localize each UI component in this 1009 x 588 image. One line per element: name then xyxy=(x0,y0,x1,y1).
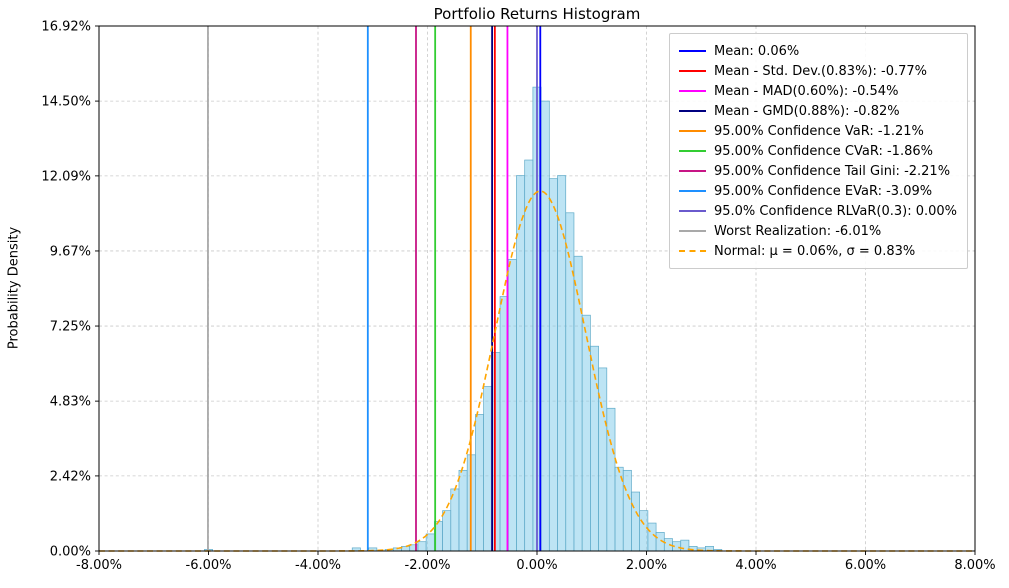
x-tick-label: 0.00% xyxy=(516,558,557,573)
y-tick-label: 16.92% xyxy=(41,20,91,35)
y-tick-label: 12.09% xyxy=(41,169,91,184)
y-tick-label: 2.42% xyxy=(50,469,91,484)
legend-label: Worst Realization: -6.01% xyxy=(713,223,882,239)
histogram-bar xyxy=(442,510,452,552)
y-tick-label: 9.67% xyxy=(50,245,91,260)
legend-item: Mean - GMD(0.88%): -0.82% xyxy=(678,101,957,121)
histogram-bar xyxy=(639,510,649,552)
histogram-bar xyxy=(417,541,427,552)
legend-line-swatch xyxy=(678,130,706,132)
legend-line-swatch xyxy=(678,90,706,92)
y-axis-label: Probability Density xyxy=(6,226,22,350)
y-tick-label: 14.50% xyxy=(41,95,91,110)
histogram-bar xyxy=(491,352,501,552)
y-tick-label: 4.83% xyxy=(50,395,91,410)
histogram-bar xyxy=(573,255,583,552)
y-tick-label: 0.00% xyxy=(50,545,91,560)
legend-item: 95.00% Confidence VaR: -1.21% xyxy=(678,121,957,141)
legend-line-swatch xyxy=(678,210,706,212)
histogram-bar xyxy=(548,178,558,552)
legend-line-swatch xyxy=(678,230,706,232)
legend-item: Mean - MAD(0.60%): -0.54% xyxy=(678,81,957,101)
y-tick-label: 7.25% xyxy=(50,320,91,335)
x-tick-label: -4.00% xyxy=(295,558,341,573)
legend-label: Mean - MAD(0.60%): -0.54% xyxy=(713,83,899,99)
x-tick-label: 6.00% xyxy=(845,558,886,573)
chart-title: Portfolio Returns Histogram xyxy=(433,5,641,23)
legend-line-swatch xyxy=(678,70,706,72)
legend-label: 95.0% Confidence RLVaR(0.3): 0.00% xyxy=(713,203,957,219)
histogram-bar xyxy=(507,258,517,552)
x-tick-label: -2.00% xyxy=(405,558,451,573)
legend-label: Mean: 0.06% xyxy=(713,43,800,59)
legend-label: 95.00% Confidence Tail Gini: -2.21% xyxy=(713,163,951,179)
legend-dashed-line-swatch xyxy=(678,250,706,252)
legend-item: Mean: 0.06% xyxy=(678,41,957,61)
histogram-bar xyxy=(647,522,657,552)
histogram-bar xyxy=(425,533,435,552)
legend-item: 95.0% Confidence RLVaR(0.3): 0.00% xyxy=(678,201,957,221)
histogram-bar xyxy=(516,175,526,552)
legend-item: Worst Realization: -6.01% xyxy=(678,221,957,241)
legend-label: Mean - Std. Dev.(0.83%): -0.77% xyxy=(713,63,927,79)
x-tick-label: -6.00% xyxy=(186,558,232,573)
x-tick-label: 8.00% xyxy=(954,558,995,573)
histogram-bar xyxy=(557,175,567,552)
legend-label: Mean - GMD(0.88%): -0.82% xyxy=(713,103,900,119)
histogram-bar xyxy=(401,545,411,552)
legend-label: 95.00% Confidence EVaR: -3.09% xyxy=(713,183,933,199)
legend-item: 95.00% Confidence EVaR: -3.09% xyxy=(678,181,957,201)
legend-item: Normal: μ = 0.06%, σ = 0.83% xyxy=(678,241,957,261)
x-tick-label: -8.00% xyxy=(76,558,122,573)
histogram-bar xyxy=(631,491,641,552)
legend-label: 95.00% Confidence CVaR: -1.86% xyxy=(713,143,933,159)
legend-line-swatch xyxy=(678,190,706,192)
legend-line-swatch xyxy=(678,170,706,172)
legend-item: 95.00% Confidence Tail Gini: -2.21% xyxy=(678,161,957,181)
histogram-bar xyxy=(622,469,632,552)
histogram-bar xyxy=(606,407,616,552)
legend-item: 95.00% Confidence CVaR: -1.86% xyxy=(678,141,957,161)
legend-line-swatch xyxy=(678,150,706,152)
legend-line-swatch xyxy=(678,110,706,112)
histogram-bar xyxy=(524,159,534,552)
histogram-bar xyxy=(565,212,575,552)
x-tick-label: 4.00% xyxy=(735,558,776,573)
legend-label: Normal: μ = 0.06%, σ = 0.83% xyxy=(713,243,916,259)
legend-item: Mean - Std. Dev.(0.83%): -0.77% xyxy=(678,61,957,81)
x-tick-label: 2.00% xyxy=(626,558,667,573)
histogram-bar xyxy=(475,414,484,552)
histogram-bar xyxy=(483,386,493,552)
legend: Mean: 0.06% Mean - Std. Dev.(0.83%): -0.7… xyxy=(668,33,968,269)
legend-line-swatch xyxy=(678,50,706,52)
legend-label: 95.00% Confidence VaR: -1.21% xyxy=(713,123,924,139)
histogram-bar xyxy=(540,100,550,552)
histogram-bar xyxy=(458,469,468,552)
